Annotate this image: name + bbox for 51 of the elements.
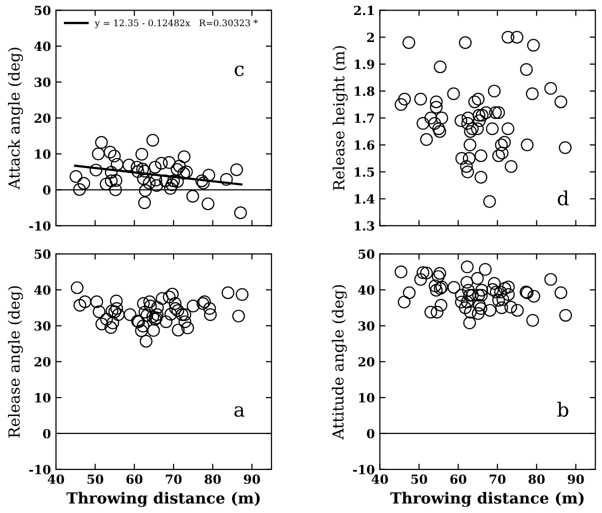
y-tick-label: 50 (358, 249, 374, 259)
y-axis-title: Release angle (deg) (8, 286, 23, 438)
x-tick-label: 70 (490, 474, 506, 484)
y-tick-label: 40 (34, 42, 51, 52)
y-tick-label: 1.4 (354, 194, 374, 204)
y-tick-label: 2 (367, 32, 374, 42)
x-tick-label: 50 (88, 474, 104, 484)
x-tick-label: 90 (244, 474, 260, 484)
y-tick-label: 10 (359, 393, 374, 402)
annotation: d (558, 190, 569, 206)
y-tick-label: 30 (34, 78, 51, 88)
y-tick-label: -10 (353, 464, 374, 474)
x-tick-label: 50 (411, 474, 428, 484)
y-tick-label: 1.5 (354, 167, 374, 177)
y-tick-label: 30 (358, 321, 374, 331)
x-tick-label: 60 (450, 474, 466, 484)
y-tick-label: 1.6 (354, 140, 374, 150)
x-axis-title: Throwing distance (m) (66, 492, 260, 507)
y-axis-title: Attitude angle (deg) (332, 285, 347, 440)
y-tick-label: 50 (34, 6, 51, 16)
y-tick-label: 40 (358, 285, 374, 295)
y-tick-label: 40 (34, 285, 51, 295)
y-tick-label: 1.3 (354, 221, 374, 231)
y-tick-label: 20 (358, 357, 374, 367)
x-tick-label: 90 (568, 474, 584, 484)
y-tick-label: -10 (29, 221, 51, 231)
y-tick-label: 1.7 (354, 113, 374, 123)
y-tick-label: 0 (43, 428, 51, 438)
annotation: b (557, 402, 568, 417)
annotation: a (234, 406, 244, 417)
y-tick-label: 10 (35, 149, 51, 159)
y-axis-title: Release height (m) (332, 46, 348, 190)
y-tick-label: 2.1 (354, 6, 374, 16)
legend-label: y = 12.35 - 0.12482x R=0.30323 * (94, 19, 258, 28)
annotation: c (234, 66, 244, 76)
y-tick-label: 1.8 (354, 86, 374, 96)
y-axis-title: Attack angle (deg) (8, 48, 23, 190)
y-tick-label: 10 (35, 393, 51, 402)
x-tick-label: 80 (528, 474, 545, 484)
y-tick-label: 20 (34, 113, 51, 123)
y-tick-label: 30 (34, 321, 51, 331)
y-tick-label: 0 (43, 185, 51, 195)
y-tick-label: 1.9 (354, 60, 374, 70)
x-tick-label: 60 (126, 474, 142, 484)
y-tick-label: 0 (366, 428, 374, 438)
y-tick-label: -10 (29, 464, 51, 474)
x-axis-title: Throwing distance (m) (390, 492, 584, 507)
y-tick-label: 50 (34, 249, 51, 259)
x-tick-label: 70 (166, 474, 182, 484)
y-tick-label: 20 (34, 357, 51, 367)
x-tick-label: 80 (204, 474, 221, 484)
